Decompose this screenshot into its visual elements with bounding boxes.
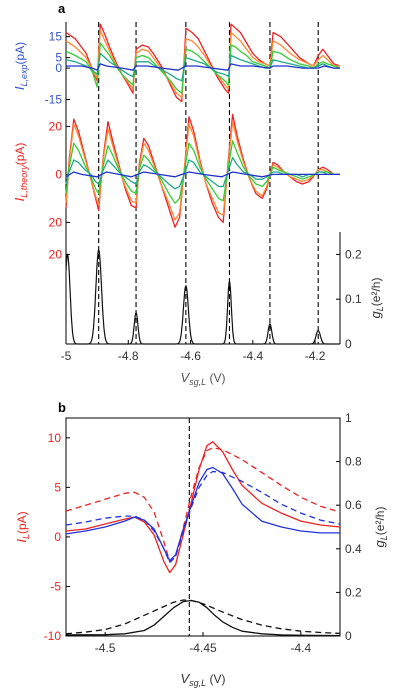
panel-b-right-tick-label: 1 <box>345 411 352 425</box>
panel-a-y-tick-label: 20 <box>49 215 63 229</box>
panel-a-left-g-tick-label: 20 <box>49 247 63 261</box>
panel-b-x-tick-label: -4.4 <box>291 641 312 655</box>
panel-b-x-tick-label: -4.5 <box>95 641 116 655</box>
panel-b-right-tick-label: 0.6 <box>345 498 362 512</box>
panel-b-left-axis-label: IL(pA) <box>14 511 31 542</box>
panel-a-conductance-curve <box>65 248 340 345</box>
panel-b-curve <box>65 599 341 637</box>
panel-a-y-axis-label: IL,exp(pA) <box>12 42 29 90</box>
panel-a-right-tick-label: 0.1 <box>345 292 362 306</box>
panel-b-x-tick-label: -4.45 <box>189 641 217 655</box>
panel-b-right-tick-label: 0.2 <box>345 585 362 599</box>
panel-b-left-tick-label: -5 <box>50 579 61 593</box>
panel-a-current-curve <box>66 63 340 71</box>
panel-a-current-curve <box>65 52 340 82</box>
panel-b-right-axis-label: gL(e²/h) <box>372 507 389 548</box>
panel-b-curve <box>65 447 341 563</box>
panel-a-current-curve <box>65 120 340 221</box>
panel-b-label: b <box>58 400 66 415</box>
panel-b-curve <box>65 466 340 562</box>
panel-b-left-tick-label: 10 <box>48 431 62 445</box>
panel-b-x-axis-label: Vsg,L (V) <box>180 671 225 688</box>
panel-a-y-tick-label: 0 <box>55 167 62 181</box>
panel-a-x-tick-label: -5 <box>61 349 72 363</box>
panel-a-x-tick-label: -4.4 <box>242 349 263 363</box>
panel-a-x-tick-label: -4.2 <box>305 349 326 363</box>
panel-b-left-tick-label: 5 <box>54 480 61 494</box>
panel-a-y-tick-label: -15 <box>45 93 63 107</box>
panel-a-right-tick-label: 0.2 <box>345 247 362 261</box>
panel-b-curve <box>65 599 341 635</box>
panel-a-right-axis-label: gL(e²/h) <box>368 278 385 319</box>
panel-a-y-tick-label: 5 <box>55 51 62 65</box>
panel-b-left-tick-label: 0 <box>54 530 61 544</box>
panel-a-x-tick-label: -4.6 <box>180 349 201 363</box>
panel-b-left-tick-label: -10 <box>44 629 62 643</box>
panel-a-y-axis-label: IL,theory(pA) <box>12 143 29 202</box>
panel-b-curve <box>65 441 341 574</box>
panel-a-current-curve <box>65 29 340 99</box>
panel-b: b -4.5 -4.45 -4.4 10 5 0 -5 -10 1 0.8 0.6 0.4 0.2 0 Vs… <box>14 400 389 688</box>
panel-b-right-tick-label: 0 <box>345 629 352 643</box>
panel-a-y-tick-label: 20 <box>49 119 63 133</box>
panel-a-right-tick-label: 0 <box>345 337 352 351</box>
panel-b-curve <box>65 470 341 564</box>
panel-a-current-curve <box>65 23 341 103</box>
panel-a-current-curve <box>65 140 340 204</box>
panel-a-y-tick-label: 15 <box>49 30 63 44</box>
panel-a-x-tick-label: -4.8 <box>118 349 139 363</box>
panel-a-x-axis-label: Vsg,L (V) <box>180 370 225 387</box>
panel-a-current-curve <box>65 42 341 94</box>
panel-a-current-curve <box>65 171 340 178</box>
panel-a-y-tick-label: 0 <box>55 61 62 75</box>
panel-b-right-tick-label: 0.4 <box>345 542 362 556</box>
panel-b-right-tick-label: 0.8 <box>345 455 362 469</box>
panel-a-label: a <box>58 1 66 16</box>
